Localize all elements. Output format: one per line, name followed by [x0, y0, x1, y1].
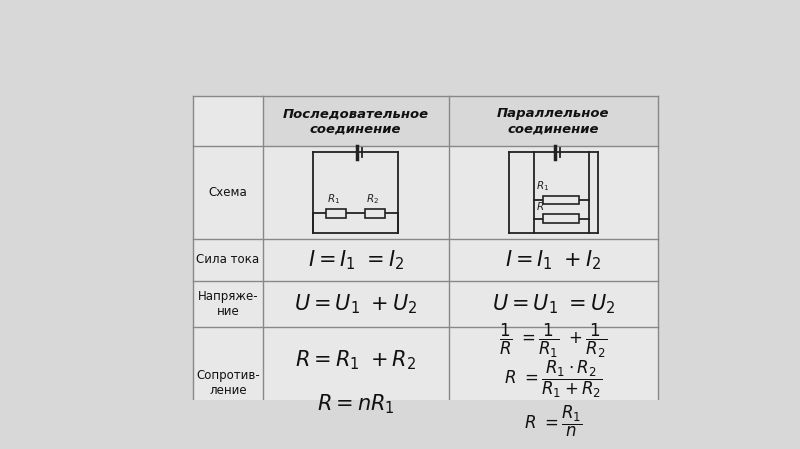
Text: Сопротив-
ление: Сопротив- ление — [196, 369, 260, 397]
Text: $R_1$: $R_1$ — [327, 193, 341, 207]
Bar — [543, 196, 579, 204]
Text: Схема: Схема — [209, 186, 247, 199]
Text: $I =I_1\ =I_2$: $I =I_1\ =I_2$ — [308, 248, 404, 272]
Text: $R_2$: $R_2$ — [366, 193, 379, 207]
Text: Напряже-
ние: Напряже- ние — [198, 290, 258, 318]
Text: $R =R_1\ +R_2$: $R =R_1\ +R_2$ — [295, 348, 417, 372]
Bar — [543, 215, 579, 223]
Text: $R$: $R$ — [536, 200, 544, 212]
Text: Последовательное
соединение: Последовательное соединение — [282, 107, 429, 135]
Bar — [193, 96, 658, 439]
Bar — [262, 96, 658, 146]
Text: $U =U_1\ =U_2$: $U =U_1\ =U_2$ — [491, 292, 615, 316]
Text: $R\ =\dfrac{R_1 \cdot R_2}{R_1 + R_2}$: $R\ =\dfrac{R_1 \cdot R_2}{R_1 + R_2}$ — [504, 359, 602, 400]
Bar — [365, 209, 386, 218]
Text: $\dfrac{1}{R}\ =\dfrac{1}{R_1}\ +\dfrac{1}{R_2}$: $\dfrac{1}{R}\ =\dfrac{1}{R_1}\ +\dfrac{… — [499, 321, 607, 360]
Text: $I =I_1\ +I_2$: $I =I_1\ +I_2$ — [506, 248, 602, 272]
Text: Параллельное
соединение: Параллельное соединение — [497, 107, 610, 135]
Text: Сила тока: Сила тока — [196, 253, 259, 266]
Bar — [326, 209, 346, 218]
Text: $R_1$: $R_1$ — [536, 180, 549, 193]
Text: $U =U_1\ +U_2$: $U =U_1\ +U_2$ — [294, 292, 418, 316]
Text: $R\ =\dfrac{R_1}{n}$: $R\ =\dfrac{R_1}{n}$ — [524, 404, 582, 439]
Text: $R =nR_1$: $R =nR_1$ — [317, 393, 394, 416]
